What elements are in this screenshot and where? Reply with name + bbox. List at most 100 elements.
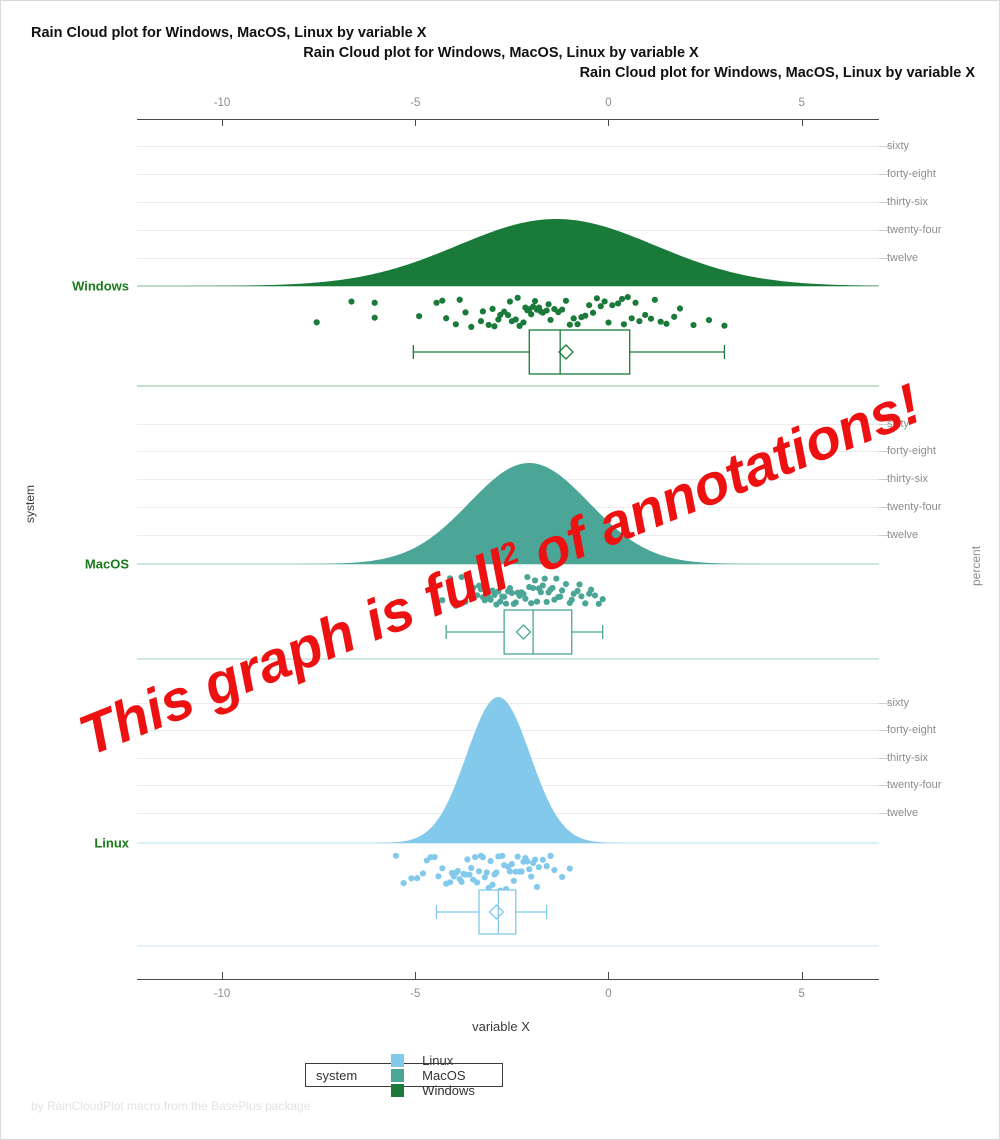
data-point-linux — [530, 859, 537, 867]
data-point-linux — [518, 868, 525, 875]
data-point-windows — [524, 307, 531, 314]
data-point-windows — [495, 316, 502, 323]
data-point-windows — [628, 315, 635, 322]
data-point-macos — [495, 588, 502, 595]
data-point-linux — [531, 856, 539, 863]
data-point-windows — [443, 315, 450, 322]
data-point-windows — [593, 295, 600, 302]
legend-items: Linux MacOS Windows — [391, 1053, 491, 1098]
percent-axis-label: twelve — [887, 252, 919, 264]
gridline — [137, 785, 879, 786]
percent-axis-tick — [879, 703, 889, 704]
percent-axis-tick — [879, 785, 889, 786]
data-point-windows — [642, 311, 649, 319]
data-point-linux — [508, 860, 515, 868]
data-point-linux — [408, 875, 415, 882]
legend-item-windows[interactable]: Windows — [391, 1083, 491, 1098]
data-point-macos — [475, 582, 483, 589]
data-point-windows — [531, 297, 539, 305]
data-point-windows — [636, 318, 643, 325]
legend-item-linux[interactable]: Linux — [391, 1053, 465, 1068]
data-point-windows — [543, 307, 550, 314]
data-point-windows — [371, 299, 378, 306]
x-axis-tick-label: 0 — [605, 988, 612, 1000]
data-point-macos — [578, 593, 585, 600]
data-point-linux — [450, 873, 457, 880]
data-point-macos — [477, 586, 485, 593]
data-point-linux — [400, 880, 407, 887]
data-point-macos — [586, 590, 593, 597]
percent-axis-label: twelve — [887, 529, 919, 541]
data-point-windows — [589, 309, 597, 316]
data-point-windows — [721, 322, 728, 329]
data-point-macos — [485, 594, 492, 601]
data-point-macos — [526, 583, 533, 591]
legend-swatch-icon — [391, 1053, 405, 1067]
gridline — [137, 146, 879, 147]
percent-axis-tick — [879, 535, 889, 536]
percent-axis-tick — [879, 730, 889, 731]
percent-axis-tick — [879, 424, 889, 425]
data-point-linux — [481, 874, 488, 881]
chart-title-center: Rain Cloud plot for Windows, MacOS, Linu… — [303, 45, 699, 61]
x-axis-tick-label: -10 — [213, 988, 231, 1000]
gridline — [137, 535, 879, 536]
watermark-annotation: This graph is full2 of annotations! — [70, 371, 930, 770]
data-point-macos — [512, 599, 519, 606]
data-point-windows — [620, 321, 628, 328]
data-point-linux — [464, 856, 471, 863]
data-point-linux — [502, 885, 510, 893]
gridline — [137, 730, 879, 731]
data-point-macos — [591, 592, 599, 599]
percent-axis-tick — [879, 813, 889, 814]
data-point-windows — [615, 300, 622, 307]
x-axis-tick-label: -10 — [213, 97, 231, 109]
data-point-linux — [446, 879, 454, 886]
data-point-windows — [516, 322, 523, 329]
data-point-macos — [510, 600, 517, 608]
data-point-linux — [501, 862, 508, 869]
data-point-linux — [491, 871, 498, 878]
y-axis-title: system — [23, 484, 37, 523]
data-point-macos — [431, 586, 438, 594]
data-point-windows — [489, 305, 496, 312]
percent-axis-label: twenty-four — [887, 779, 942, 791]
data-point-windows — [537, 308, 544, 315]
percent-axis-label: thirty-six — [887, 196, 928, 208]
data-point-macos — [497, 598, 504, 605]
data-point-macos — [489, 587, 496, 594]
data-point-linux — [466, 871, 473, 878]
data-point-windows — [508, 318, 515, 325]
footnote-text: by RainCloudPlot macro from the BasePlus… — [31, 1099, 311, 1113]
data-point-windows — [456, 296, 463, 303]
data-point-windows — [632, 299, 639, 306]
data-point-macos — [491, 591, 498, 599]
data-point-windows — [416, 313, 423, 320]
data-point-windows — [657, 318, 664, 325]
data-point-macos — [562, 580, 570, 588]
data-point-windows — [348, 298, 355, 305]
legend[interactable]: system Linux MacOS Windows — [305, 1053, 503, 1098]
data-point-windows — [462, 309, 469, 316]
data-point-windows — [609, 302, 616, 309]
data-point-windows — [530, 303, 537, 310]
data-point-linux — [551, 866, 558, 874]
data-point-linux — [510, 877, 517, 884]
x-axis-tick — [801, 119, 803, 126]
data-point-linux — [427, 854, 434, 861]
legend-item-macos[interactable]: MacOS — [391, 1067, 466, 1083]
data-point-macos — [530, 584, 537, 592]
data-point-linux — [431, 853, 438, 861]
data-point-linux — [497, 887, 504, 894]
legend-item-label: MacOS — [422, 1067, 466, 1083]
percent-axis-tick — [879, 479, 889, 480]
percent-axis-label: twelve — [887, 807, 919, 819]
percent-axis-tick — [879, 174, 889, 175]
data-point-macos — [499, 593, 506, 600]
data-point-macos — [466, 575, 473, 582]
percent-axis-tick — [879, 451, 889, 452]
data-point-linux — [528, 873, 535, 880]
data-point-macos — [524, 573, 531, 581]
x-axis-tick — [415, 119, 417, 126]
